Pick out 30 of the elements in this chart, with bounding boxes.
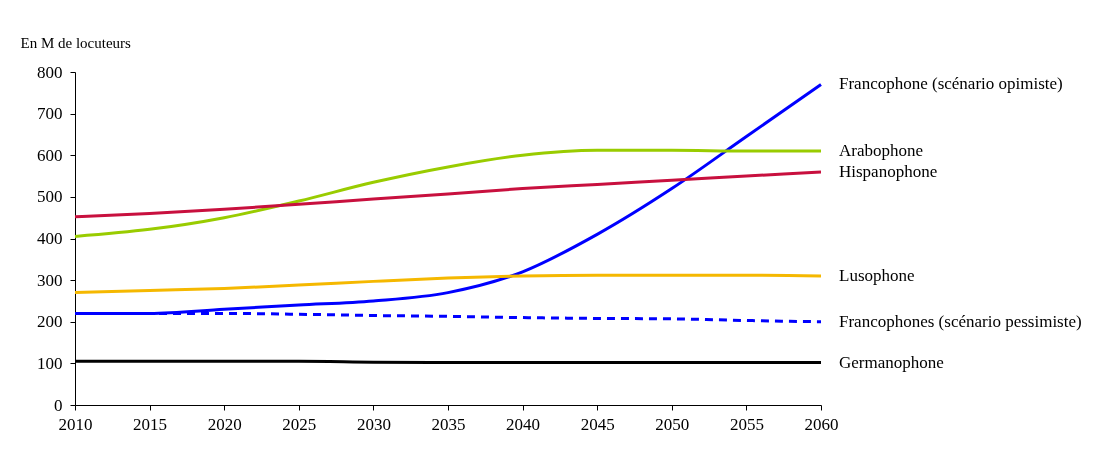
line-series <box>73 273 823 295</box>
x-tick-label: 2060 <box>804 414 839 434</box>
x-tick-label: 2030 <box>356 414 391 434</box>
x-tick-label: 2050 <box>655 414 690 434</box>
line-series <box>73 148 823 238</box>
series-label: Lusophone <box>839 265 915 285</box>
series-label: Hispanophone <box>839 161 938 181</box>
y-tick-label: 0 <box>54 395 63 415</box>
x-tick-label: 2015 <box>133 414 168 434</box>
x-tick-label: 2035 <box>431 414 466 434</box>
y-tick-label: 300 <box>37 270 63 290</box>
x-tick-label: 2010 <box>58 414 93 434</box>
series-label: Francophones (scénario pessimiste) <box>839 311 1082 331</box>
y-tick-label: 500 <box>37 187 63 207</box>
x-tick-label: 2025 <box>282 414 317 434</box>
y-tick-label: 400 <box>37 229 63 248</box>
series-label: Francophone (scénario opimiste) <box>839 74 1063 94</box>
line-series <box>73 170 823 219</box>
y-tick-label: 600 <box>37 145 63 165</box>
series-label: Germanophone <box>839 352 944 372</box>
x-tick-label: 2045 <box>580 414 615 434</box>
y-tick-label: 700 <box>37 104 63 124</box>
y-tick-label: 100 <box>37 353 63 373</box>
x-tick-label: 2040 <box>506 414 541 434</box>
x-tick-label: 2055 <box>729 414 764 434</box>
series-label: Arabophone <box>839 141 924 161</box>
y-axis-title: En M de locuteurs <box>20 34 132 51</box>
x-tick-label: 2020 <box>207 414 242 434</box>
y-tick-label: 200 <box>37 312 63 332</box>
y-tick-label: 800 <box>37 62 63 82</box>
